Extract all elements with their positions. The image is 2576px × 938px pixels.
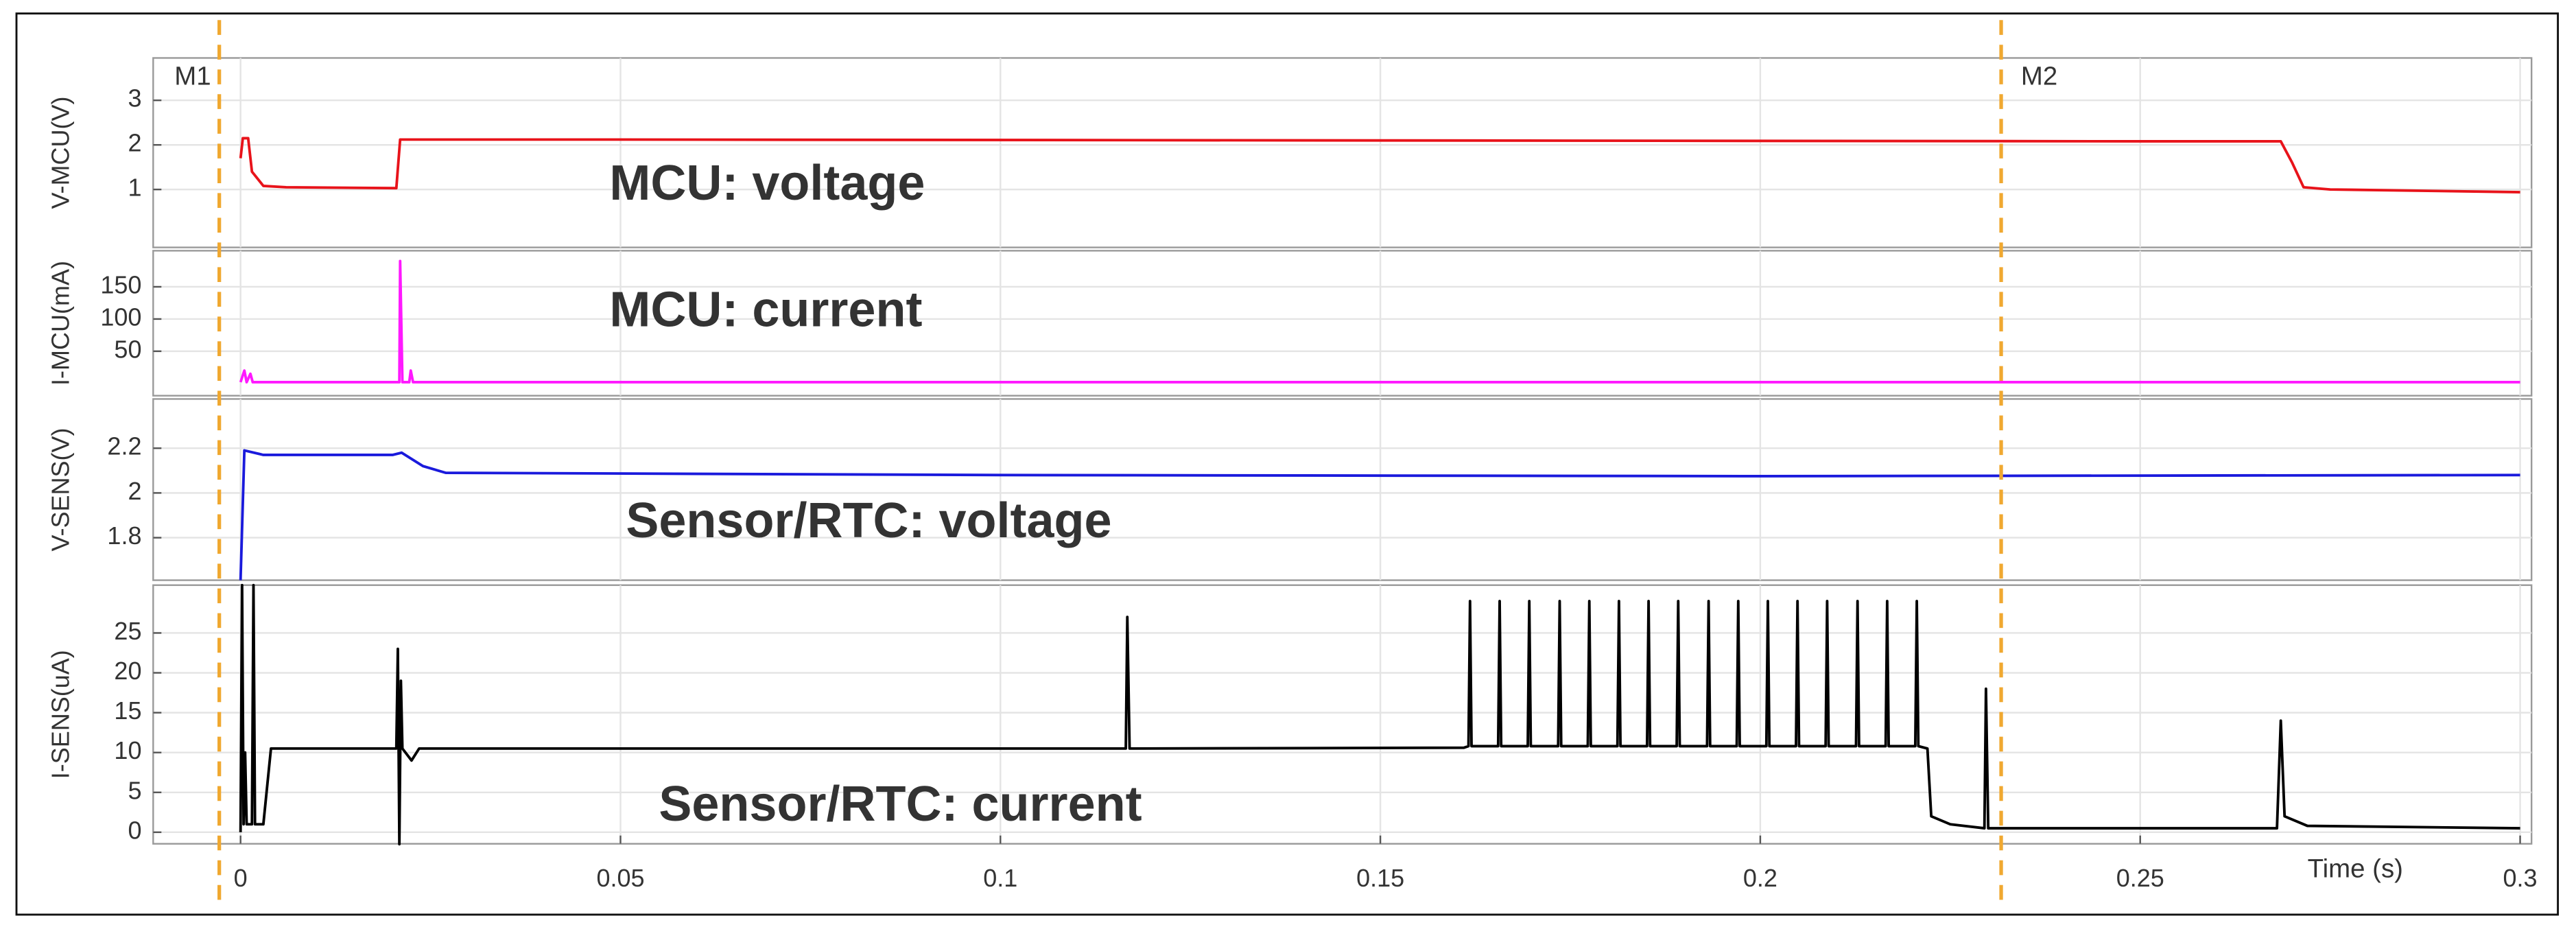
panel	[152, 398, 2533, 581]
annotation: MCU: voltage	[609, 156, 925, 211]
y-tick-label: 0	[128, 816, 141, 844]
y-tick-label: 2.2	[107, 432, 141, 460]
x-tick-label: 0	[234, 864, 248, 892]
data-line	[239, 449, 2520, 581]
y-tick-label: 2	[128, 477, 141, 505]
x-tick-label: 0.25	[2116, 864, 2164, 892]
y-tick-label: 15	[114, 696, 141, 725]
marker-label: M1	[174, 61, 211, 91]
y-tick-label: 150	[100, 270, 141, 298]
data-line	[239, 259, 2520, 384]
y-axis-label: I-SENS(uA)	[47, 650, 75, 779]
y-tick-label: 5	[128, 776, 141, 804]
panel	[152, 57, 2533, 248]
y-axis-label: V-MCU(V)	[47, 97, 75, 209]
data-line	[239, 137, 2520, 194]
x-tick-label: 0.05	[596, 864, 644, 892]
data-line	[239, 583, 2520, 846]
y-axis-label: V-SENS(V)	[47, 427, 75, 551]
annotation: Sensor/RTC: current	[659, 777, 1142, 832]
y-tick-label: 20	[114, 657, 141, 685]
annotation: Sensor/RTC: voltage	[626, 493, 1111, 548]
y-tick-label: 25	[114, 617, 141, 645]
x-tick-label: 0.15	[1356, 864, 1404, 892]
panel	[152, 584, 2533, 845]
y-tick-label: 3	[128, 84, 141, 113]
marker-label: M2	[2021, 61, 2057, 91]
y-tick-label: 1.8	[107, 521, 141, 550]
y-tick-label: 1	[128, 174, 141, 202]
x-axis-label: Time (s)	[2308, 854, 2403, 883]
x-tick-label: 0.1	[983, 864, 1017, 892]
y-tick-label: 100	[100, 303, 141, 331]
panel	[152, 250, 2533, 397]
x-tick-label: 0.2	[1743, 864, 1777, 892]
y-tick-label: 50	[114, 335, 141, 363]
x-tick-label: 0.3	[2503, 864, 2538, 892]
annotation: MCU: current	[609, 283, 922, 338]
y-axis-label: I-MCU(mA)	[47, 261, 75, 386]
y-tick-label: 2	[128, 129, 141, 157]
y-tick-label: 10	[114, 736, 141, 764]
